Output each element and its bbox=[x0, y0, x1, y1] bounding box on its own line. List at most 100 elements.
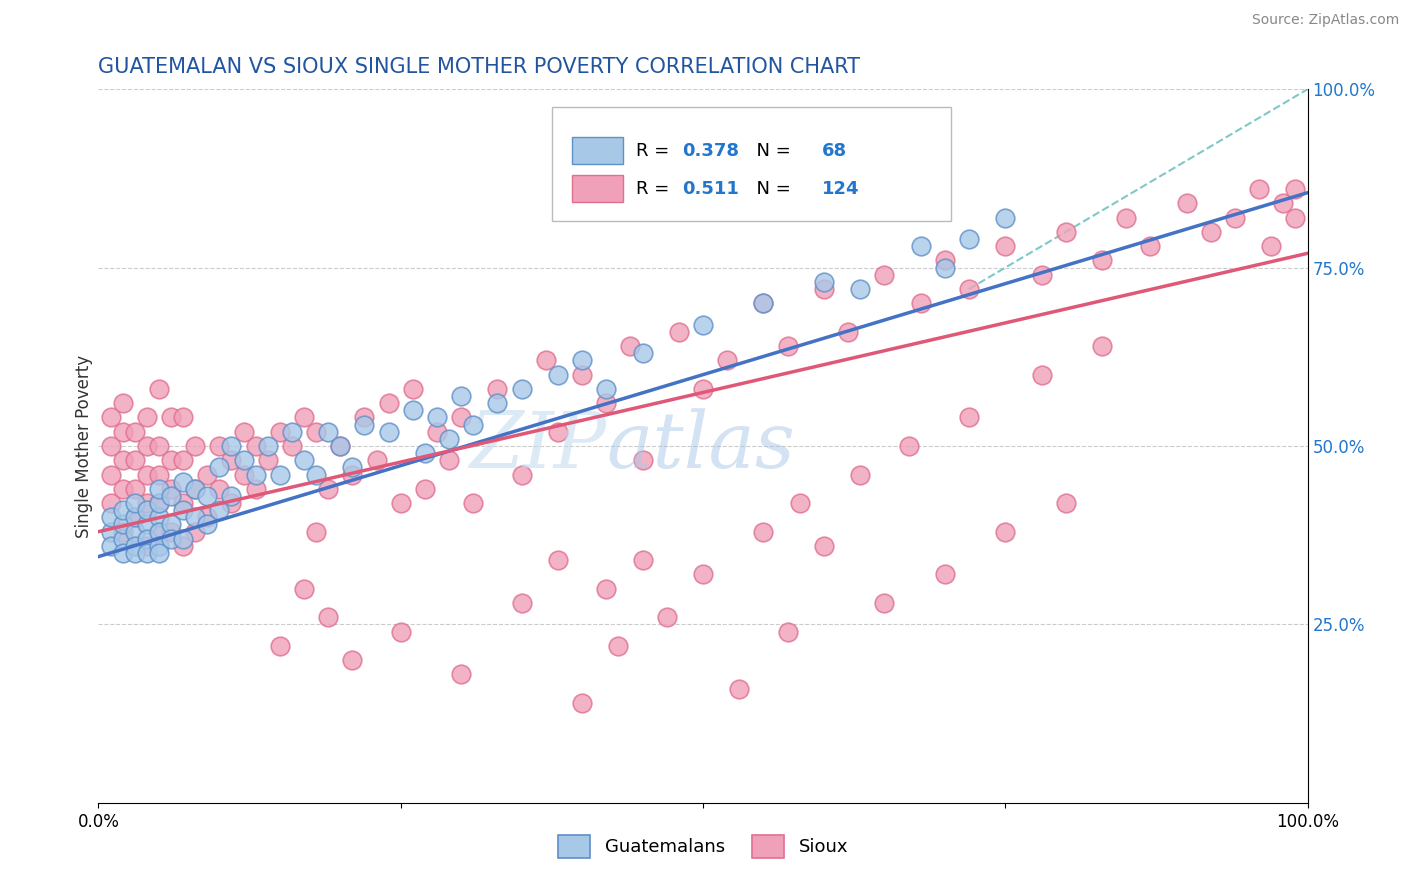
Point bbox=[692, 567, 714, 582]
Point bbox=[281, 439, 304, 453]
Point bbox=[450, 667, 472, 681]
Point bbox=[111, 532, 134, 546]
Point bbox=[934, 260, 956, 275]
Point bbox=[195, 517, 218, 532]
Point bbox=[342, 467, 364, 482]
Point bbox=[957, 410, 980, 425]
Point bbox=[377, 396, 399, 410]
Point bbox=[135, 439, 157, 453]
Point bbox=[184, 510, 207, 524]
Point bbox=[111, 453, 134, 467]
FancyBboxPatch shape bbox=[553, 107, 950, 221]
Point bbox=[172, 453, 194, 467]
Point bbox=[232, 453, 254, 467]
Point bbox=[571, 368, 593, 382]
Point bbox=[111, 503, 134, 517]
Text: ZIP: ZIP bbox=[470, 408, 606, 484]
Point bbox=[124, 539, 146, 553]
Point bbox=[305, 467, 328, 482]
Point bbox=[111, 425, 134, 439]
Point bbox=[305, 524, 328, 539]
Point bbox=[994, 239, 1017, 253]
Point bbox=[124, 453, 146, 467]
Point bbox=[342, 653, 364, 667]
Point bbox=[208, 460, 231, 475]
Point bbox=[184, 439, 207, 453]
FancyBboxPatch shape bbox=[572, 175, 623, 202]
Point bbox=[160, 517, 183, 532]
Point bbox=[607, 639, 630, 653]
Point bbox=[619, 339, 641, 353]
Point bbox=[316, 610, 339, 624]
Text: N =: N = bbox=[745, 143, 797, 161]
Point bbox=[934, 567, 956, 582]
Point bbox=[172, 503, 194, 517]
Point bbox=[148, 439, 170, 453]
Point bbox=[184, 482, 207, 496]
Point bbox=[135, 496, 157, 510]
Point bbox=[1031, 268, 1053, 282]
Point bbox=[353, 417, 375, 432]
Point bbox=[329, 439, 352, 453]
Point bbox=[873, 268, 896, 282]
Point bbox=[547, 425, 569, 439]
Point bbox=[148, 539, 170, 553]
Point bbox=[728, 681, 751, 696]
Point bbox=[813, 539, 835, 553]
Point bbox=[208, 482, 231, 496]
Point bbox=[329, 439, 352, 453]
Point bbox=[148, 382, 170, 396]
Point bbox=[849, 282, 872, 296]
Point bbox=[353, 410, 375, 425]
Point bbox=[389, 624, 412, 639]
Point bbox=[1091, 253, 1114, 268]
FancyBboxPatch shape bbox=[572, 137, 623, 164]
Point bbox=[413, 446, 436, 460]
Point bbox=[1272, 196, 1295, 211]
Point bbox=[135, 467, 157, 482]
Point bbox=[776, 339, 799, 353]
Text: 0.378: 0.378 bbox=[682, 143, 740, 161]
Point bbox=[111, 517, 134, 532]
Point bbox=[195, 489, 218, 503]
Point bbox=[402, 403, 425, 417]
Text: 124: 124 bbox=[821, 180, 859, 198]
Point bbox=[463, 496, 485, 510]
Point bbox=[426, 410, 449, 425]
Point bbox=[437, 432, 460, 446]
Point bbox=[510, 382, 533, 396]
Point bbox=[148, 524, 170, 539]
Point bbox=[316, 482, 339, 496]
Point bbox=[111, 482, 134, 496]
Point bbox=[245, 482, 267, 496]
Point bbox=[813, 275, 835, 289]
Point bbox=[100, 410, 122, 425]
Text: 68: 68 bbox=[821, 143, 846, 161]
Point bbox=[135, 410, 157, 425]
Point bbox=[124, 425, 146, 439]
Point bbox=[595, 396, 617, 410]
Point bbox=[366, 453, 388, 467]
Point bbox=[1175, 196, 1198, 211]
Point bbox=[221, 439, 243, 453]
Point bbox=[342, 460, 364, 475]
Point bbox=[389, 496, 412, 510]
Point bbox=[269, 425, 291, 439]
Point bbox=[135, 532, 157, 546]
Point bbox=[100, 467, 122, 482]
Point bbox=[281, 425, 304, 439]
Point bbox=[100, 539, 122, 553]
Point bbox=[1054, 225, 1077, 239]
Point bbox=[292, 582, 315, 596]
Point bbox=[292, 453, 315, 467]
Point bbox=[595, 382, 617, 396]
Point bbox=[148, 546, 170, 560]
Point bbox=[873, 596, 896, 610]
Point bbox=[595, 582, 617, 596]
Point bbox=[245, 439, 267, 453]
Point bbox=[256, 453, 278, 467]
Point bbox=[172, 539, 194, 553]
Point bbox=[305, 425, 328, 439]
Point bbox=[910, 296, 932, 310]
Point bbox=[269, 467, 291, 482]
